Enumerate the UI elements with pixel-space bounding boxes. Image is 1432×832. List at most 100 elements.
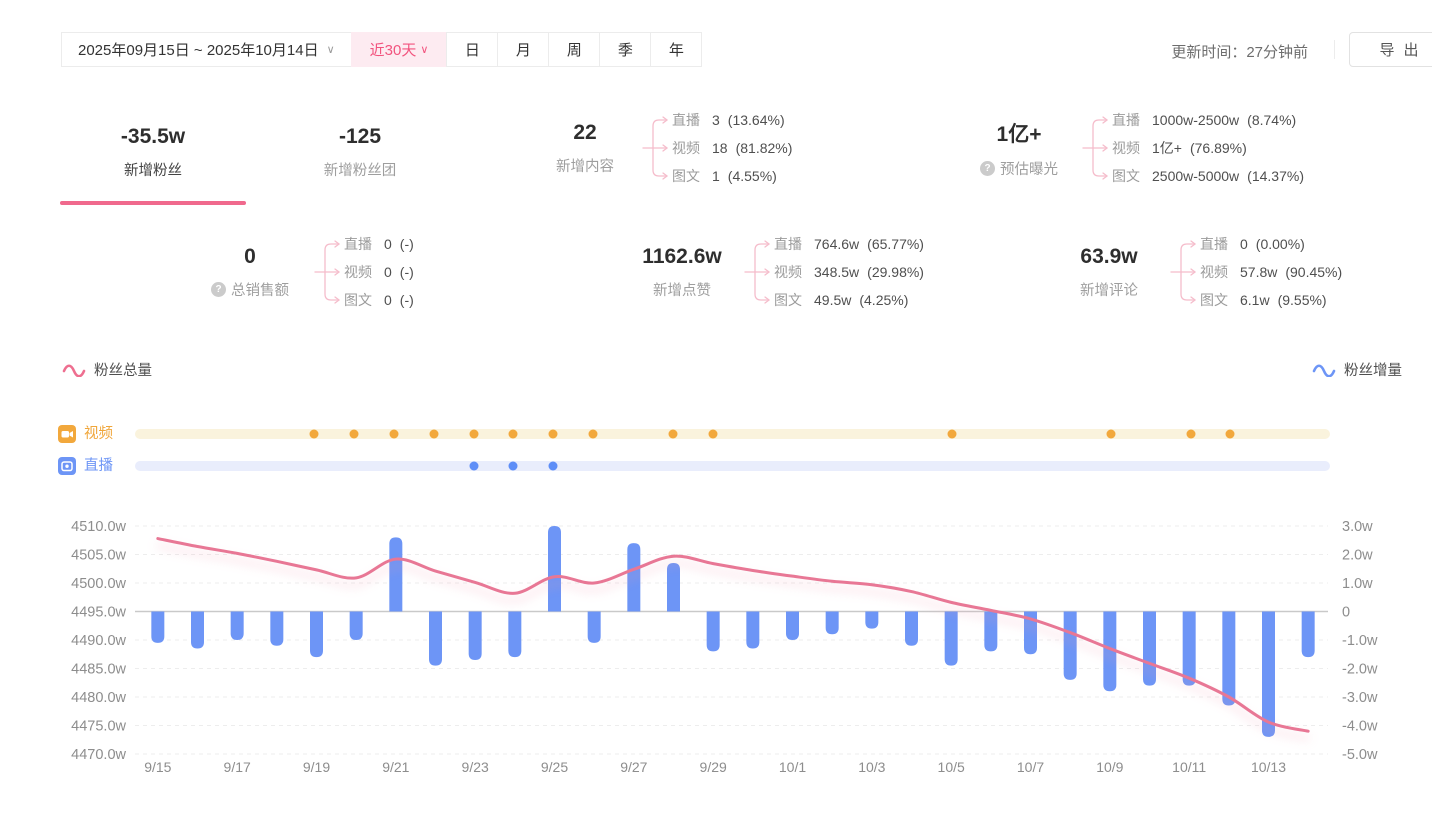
svg-text:4475.0w: 4475.0w: [71, 719, 126, 735]
tree-connector: [642, 116, 669, 180]
svg-text:4480.0w: 4480.0w: [71, 690, 126, 706]
period-tab[interactable]: 月: [497, 32, 550, 67]
svg-text:10/13: 10/13: [1251, 759, 1286, 775]
metric-value: -125: [338, 124, 382, 148]
timeline-dot: [469, 429, 479, 439]
svg-text:-2.0w: -2.0w: [1342, 662, 1378, 678]
help-icon[interactable]: ?: [980, 160, 995, 176]
svg-text:10/5: 10/5: [938, 759, 965, 775]
fan-trend-chart: 灰豚数据 ZNXin7azAd 4510.0w3.0w4505.0w2.0w45…: [0, 503, 1432, 803]
active-metric-underline: [60, 201, 246, 205]
period-tab[interactable]: 日: [446, 32, 499, 67]
timeline-dot: [708, 429, 718, 439]
timeline-row-video: 视频: [0, 424, 1432, 444]
legend-fan-total[interactable]: 粉丝总量: [62, 359, 152, 380]
svg-text:9/29: 9/29: [700, 759, 727, 775]
svg-text:4490.0w: 4490.0w: [71, 633, 126, 649]
tree-connector: [1082, 116, 1109, 180]
metric-estimated-exposure[interactable]: 1亿+ ? 预估曝光 直播 1000w-2500w (8.74%) 视频 1亿+ (76.…: [958, 102, 1304, 194]
metric-value: 22: [573, 120, 597, 144]
metric-new-comments[interactable]: 63.9w 新增评论 直播 0 (0.00%) 视频 57.8w (90.45%) 图文…: [1050, 226, 1342, 318]
metric-label: 新增评论: [1080, 282, 1138, 299]
timeline-dot: [947, 429, 957, 439]
metric-total-sales[interactable]: 0 ? 总销售额 直播 0 (-) 视频 0 (-) 图文 0 (-): [188, 226, 414, 318]
timeline-dot: [508, 429, 518, 439]
timeline-dot: [588, 429, 598, 439]
svg-text:-5.0w: -5.0w: [1342, 747, 1378, 763]
svg-text:4505.0w: 4505.0w: [71, 548, 126, 564]
svg-text:10/9: 10/9: [1096, 759, 1123, 775]
svg-text:2.0w: 2.0w: [1342, 548, 1373, 564]
export-button[interactable]: 导出: [1349, 32, 1432, 67]
svg-text:10/3: 10/3: [858, 759, 885, 775]
breakdown-row-live: 直播 3 (13.64%): [672, 112, 785, 128]
timeline-track-live: [135, 461, 1330, 471]
legend-label: 粉丝总量: [94, 363, 152, 379]
timeline-dot: [1106, 429, 1116, 439]
svg-text:4485.0w: 4485.0w: [71, 662, 126, 678]
metric-label: 新增内容: [556, 158, 614, 175]
timeline-dot: [309, 429, 319, 439]
metric-new-content[interactable]: 22 新增内容 直播 3 (13.64%) 视频 18 (81.82%) 图文 1 (4.5…: [530, 102, 792, 194]
quick-range-value: 近30天: [369, 42, 417, 59]
timeline-row-live: 直播: [0, 456, 1432, 476]
svg-text:4495.0w: 4495.0w: [71, 605, 126, 621]
period-tab[interactable]: 年: [650, 32, 703, 67]
legend-label: 粉丝增量: [1344, 363, 1402, 379]
blue-wave-icon: [1312, 363, 1336, 377]
chevron-down-icon: ∨: [326, 44, 335, 56]
svg-text:4510.0w: 4510.0w: [71, 519, 126, 535]
metric-new-fan-club[interactable]: -125 新增粉丝团: [268, 106, 452, 198]
metric-value: -35.5w: [120, 124, 186, 148]
metric-label: 预估曝光: [1000, 161, 1058, 178]
timeline-dot: [389, 429, 399, 439]
svg-text:-4.0w: -4.0w: [1342, 719, 1378, 735]
timeline-dot: [548, 429, 558, 439]
period-tab[interactable]: 周: [548, 32, 601, 67]
svg-text:9/21: 9/21: [382, 759, 409, 775]
metric-value: 1162.6w: [642, 244, 722, 268]
breakdown-row-live: 直播 0 (-): [344, 236, 414, 252]
timeline-dot: [548, 461, 558, 471]
svg-text:3.0w: 3.0w: [1342, 519, 1373, 535]
metric-new-fans[interactable]: -35.5w 新增粉丝: [60, 106, 246, 198]
live-icon: [58, 457, 76, 475]
breakdown-row-live: 直播 0 (0.00%): [1200, 236, 1305, 252]
metric-label: 新增粉丝: [123, 162, 182, 179]
chevron-down-icon: ∨: [420, 44, 429, 56]
metric-new-likes[interactable]: 1162.6w 新增点赞 直播 764.6w (65.77%) 视频 348.5w (2…: [622, 226, 924, 318]
metric-label: 总销售额: [231, 282, 289, 299]
metric-label: 新增点赞: [653, 282, 711, 299]
quick-range-selector[interactable]: 近30天 ∨: [350, 32, 448, 67]
date-range-picker[interactable]: 2025年09月15日 ~ 2025年10月14日 ∨: [61, 32, 352, 67]
svg-text:9/25: 9/25: [541, 759, 568, 775]
svg-text:10/7: 10/7: [1017, 759, 1044, 775]
timeline-label: 直播: [84, 458, 113, 474]
svg-text:9/23: 9/23: [462, 759, 489, 775]
breakdown-row-video: 视频 348.5w (29.98%): [774, 264, 924, 280]
breakdown-row-image: 图文 49.5w (4.25%): [774, 292, 909, 308]
svg-text:9/19: 9/19: [303, 759, 330, 775]
toolbar: 2025年09月15日 ~ 2025年10月14日 ∨ 近30天 ∨ 日月周季年: [61, 32, 703, 67]
svg-text:-3.0w: -3.0w: [1342, 690, 1378, 706]
timeline-dot: [508, 461, 518, 471]
timeline-track-video: [135, 429, 1330, 439]
date-range-value: 2025年09月15日 ~ 2025年10月14日: [78, 42, 319, 59]
timeline-dot: [469, 461, 479, 471]
timeline-dot: [1225, 429, 1235, 439]
svg-text:9/15: 9/15: [144, 759, 171, 775]
svg-text:0: 0: [1342, 605, 1350, 621]
metric-value: 1亿+: [996, 122, 1042, 146]
legend-fan-delta[interactable]: 粉丝增量: [1312, 359, 1402, 380]
breakdown-row-video: 视频 1亿+ (76.89%): [1112, 140, 1247, 156]
period-tab[interactable]: 季: [599, 32, 652, 67]
help-icon[interactable]: ?: [211, 281, 226, 297]
breakdown-row-image: 图文 1 (4.55%): [672, 168, 777, 184]
tree-connector: [314, 240, 341, 304]
svg-text:10/1: 10/1: [779, 759, 806, 775]
metric-value: 63.9w: [1080, 244, 1138, 268]
pink-wave-icon: [62, 363, 86, 377]
breakdown-row-video: 视频 18 (81.82%): [672, 140, 793, 156]
breakdown-row-image: 图文 6.1w (9.55%): [1200, 292, 1327, 308]
